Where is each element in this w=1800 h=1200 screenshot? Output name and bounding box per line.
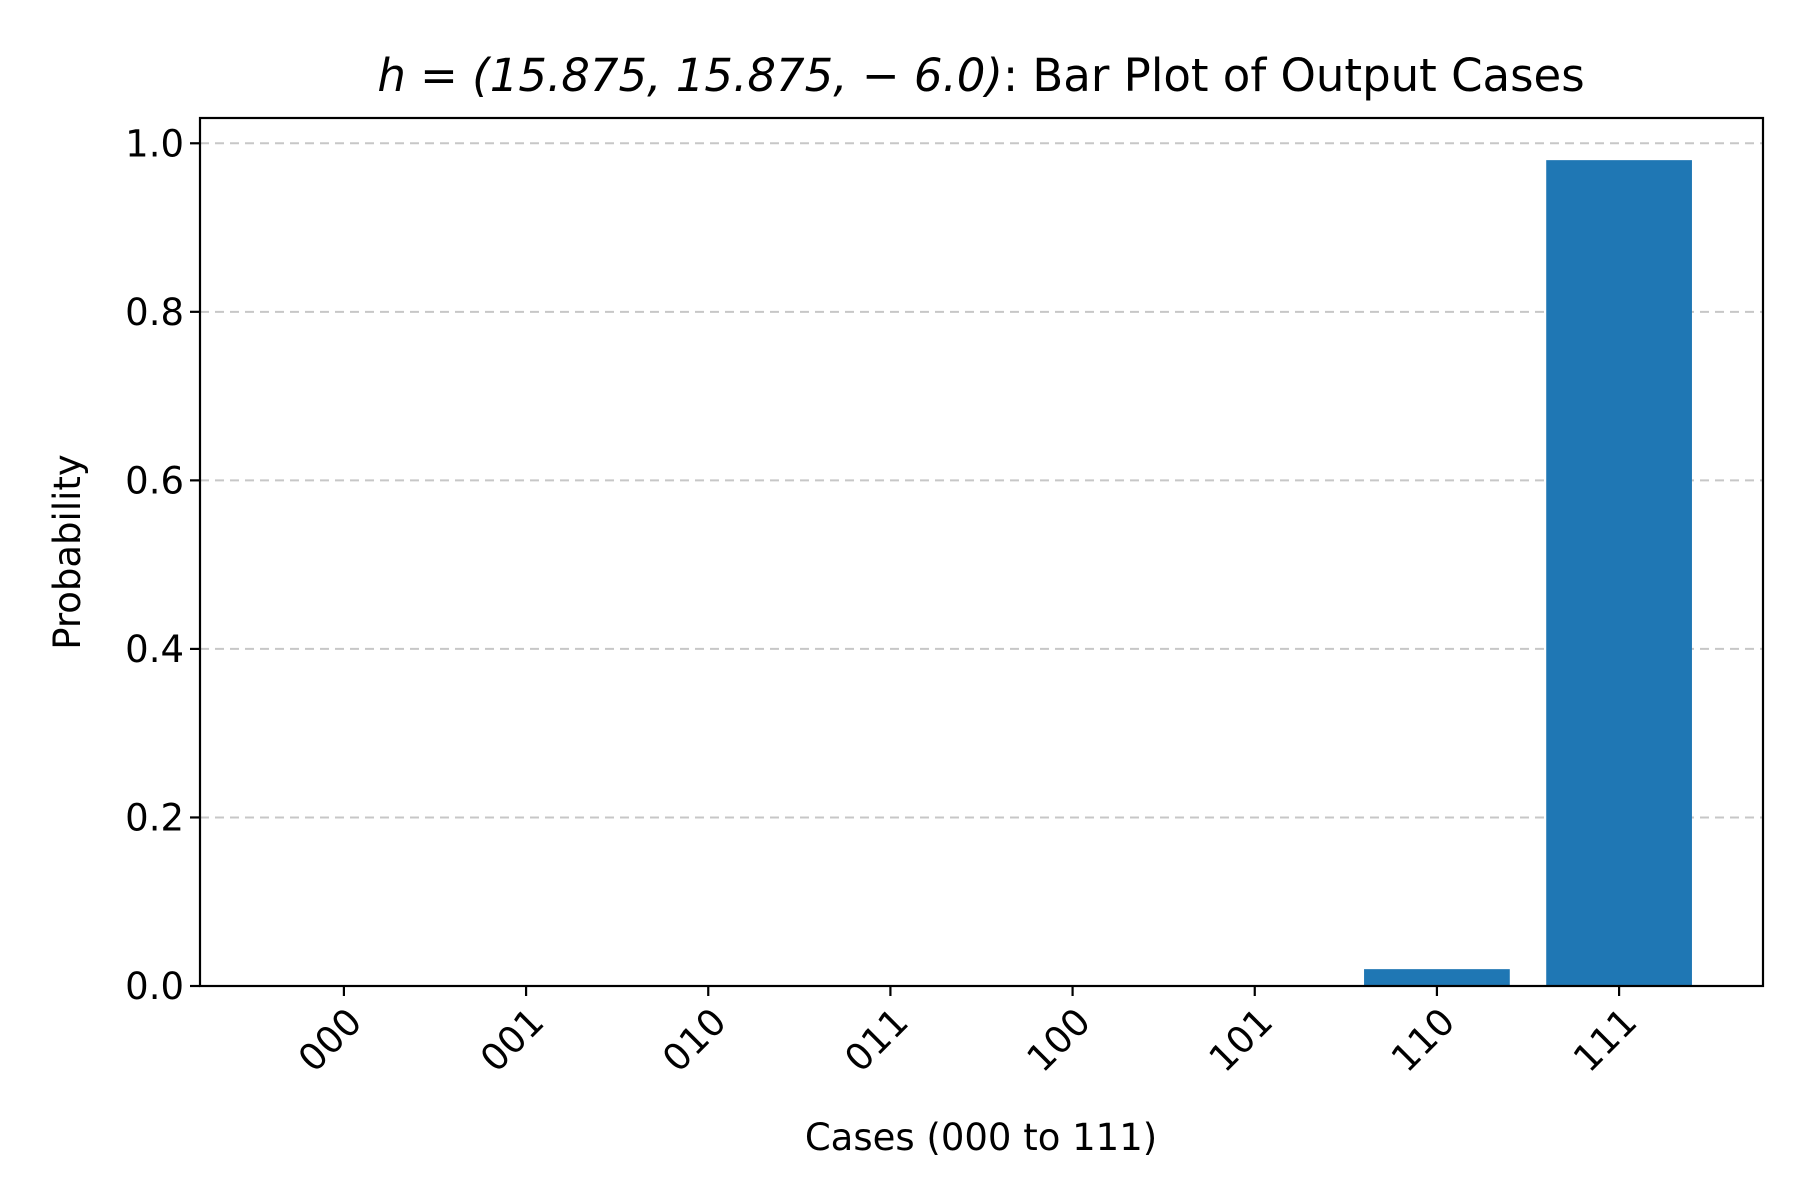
y-tick-label: 1.0: [125, 122, 184, 165]
y-axis-label: Probability: [46, 454, 89, 650]
y-tick-label: 0.2: [125, 796, 184, 839]
y-axis-ticks: 0.0 0.2 0.4 0.6 0.8 1.0: [125, 122, 200, 1008]
x-axis-label: Cases (000 to 111): [805, 1116, 1157, 1159]
x-tick-label: 010: [654, 1000, 734, 1080]
x-tick-label: 101: [1201, 1000, 1281, 1080]
y-tick-label: 0.8: [125, 291, 184, 334]
x-tick-label: 000: [290, 1000, 370, 1080]
grid-lines: [200, 142, 1763, 819]
y-tick-label: 0.0: [125, 965, 184, 1008]
x-tick-label: 100: [1019, 1000, 1099, 1080]
x-tick-label: 011: [836, 1000, 916, 1080]
plot-frame: [198, 116, 1765, 988]
x-tick-label: 001: [472, 1000, 552, 1080]
x-tick-label: 111: [1565, 1000, 1645, 1080]
chart-title-text: : Bar Plot of Output Cases: [1003, 49, 1585, 102]
chart-title: h = (15.875, 15.875, − 6.0): Bar Plot of…: [377, 49, 1584, 102]
chart-title-math: h = (15.875, 15.875, − 6.0): [377, 49, 1003, 102]
bar-111: [1546, 160, 1692, 986]
bar-110: [1364, 969, 1510, 986]
bars: [1364, 160, 1692, 986]
x-axis-ticks: 000 001 010 011 100 101 110 111: [290, 986, 1645, 1080]
y-tick-label: 0.6: [125, 459, 184, 502]
y-tick-label: 0.4: [125, 628, 184, 671]
x-tick-label: 110: [1383, 1000, 1463, 1080]
